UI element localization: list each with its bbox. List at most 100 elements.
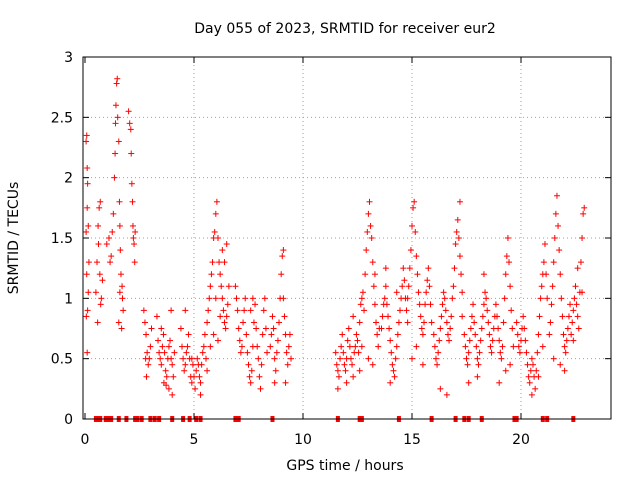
data-point — [109, 228, 116, 235]
data-point — [529, 361, 536, 368]
data-point — [356, 367, 363, 374]
data-point — [502, 271, 509, 278]
data-point — [83, 313, 90, 320]
data-point — [444, 331, 451, 338]
data-point — [221, 259, 228, 266]
data-point — [556, 247, 563, 254]
data-point — [350, 313, 357, 320]
data-point — [280, 247, 287, 254]
data-point — [568, 331, 575, 338]
data-point — [362, 271, 369, 278]
data-point — [254, 343, 261, 350]
data-point — [478, 325, 485, 332]
data-point — [403, 307, 410, 314]
data-point — [474, 373, 481, 380]
data-point — [581, 204, 588, 211]
data-point — [113, 80, 120, 87]
grid-lines — [83, 57, 611, 419]
data-point — [260, 307, 267, 314]
data-point — [548, 301, 555, 308]
data-point — [427, 301, 434, 308]
data-point — [129, 198, 136, 205]
data-point — [212, 295, 219, 302]
data-point — [449, 295, 456, 302]
data-point — [459, 313, 466, 320]
data-point — [333, 361, 340, 368]
data-point — [246, 373, 253, 380]
data-point — [271, 355, 278, 362]
data-point — [162, 367, 169, 374]
data-point — [521, 325, 528, 332]
data-point — [120, 307, 127, 314]
data-point — [108, 253, 115, 260]
data-point — [219, 247, 226, 254]
data-point — [452, 241, 459, 248]
data-point — [441, 295, 448, 302]
data-point — [117, 271, 124, 278]
data-point — [213, 198, 220, 205]
data-point — [462, 343, 469, 350]
data-point — [509, 325, 516, 332]
data-point — [386, 325, 393, 332]
data-point — [153, 313, 160, 320]
data-point — [508, 307, 515, 314]
data-point — [84, 307, 91, 314]
data-point — [220, 307, 227, 314]
data-point — [410, 204, 417, 211]
data-point — [83, 132, 90, 139]
data-point — [248, 367, 255, 374]
data-point — [502, 367, 509, 374]
data-point — [241, 307, 248, 314]
data-point — [378, 325, 385, 332]
data-point — [461, 331, 468, 338]
data-point — [131, 259, 138, 266]
data-point — [114, 75, 121, 82]
data-point — [385, 313, 392, 320]
data-point — [539, 343, 546, 350]
data-point — [503, 253, 510, 260]
data-point — [358, 295, 365, 302]
data-point — [115, 138, 122, 145]
data-point — [485, 319, 492, 326]
data-point — [494, 313, 501, 320]
data-point — [334, 385, 341, 392]
data-point — [482, 289, 489, 296]
data-point — [340, 349, 347, 356]
data-point — [97, 301, 104, 308]
x-tick-labels: 0 5 10 15 20 — [81, 432, 530, 448]
data-point — [141, 319, 148, 326]
data-point — [105, 235, 112, 241]
data-point — [507, 283, 514, 290]
data-point — [550, 355, 557, 362]
y-tick-labels: 0 0.5 1 1.5 2 2.5 3 — [51, 50, 73, 428]
data-point — [96, 271, 103, 278]
data-point — [115, 319, 122, 326]
data-point — [565, 313, 572, 320]
data-point — [207, 343, 214, 350]
data-point — [413, 343, 420, 350]
data-point — [119, 283, 126, 290]
data-point — [527, 367, 534, 374]
data-point — [393, 289, 400, 296]
data-point — [535, 373, 542, 380]
data-point — [112, 120, 119, 127]
data-point — [147, 343, 154, 350]
data-point — [375, 343, 382, 350]
data-point — [247, 307, 254, 314]
data-point — [169, 391, 176, 398]
data-point — [244, 349, 251, 356]
data-point — [284, 361, 291, 368]
data-point — [199, 349, 206, 356]
data-point — [561, 367, 568, 374]
data-point — [442, 307, 449, 314]
data-point — [112, 102, 119, 109]
data-point — [573, 301, 580, 308]
data-point — [456, 198, 463, 205]
data-point — [510, 343, 517, 350]
data-point — [415, 289, 422, 296]
data-point — [83, 228, 90, 235]
data-point — [456, 253, 463, 260]
data-point — [160, 331, 167, 338]
data-point — [185, 331, 192, 338]
data-point — [157, 355, 164, 362]
